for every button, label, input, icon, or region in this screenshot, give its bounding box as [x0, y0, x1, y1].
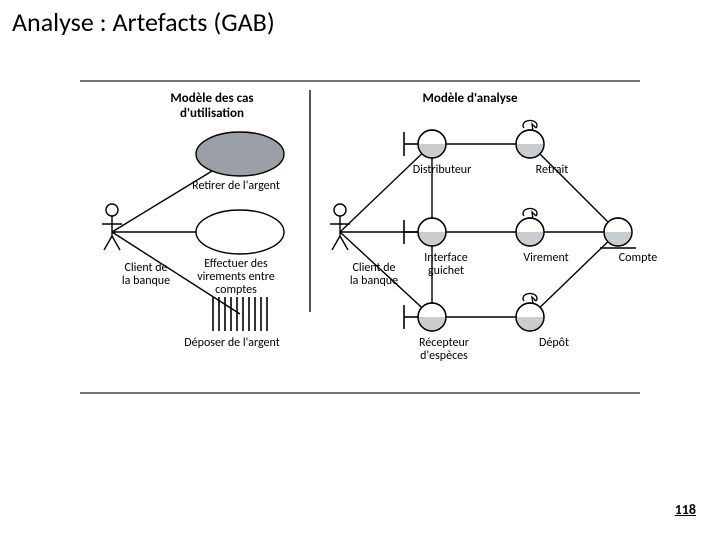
actor-icon [330, 204, 350, 250]
node-label: Dépôt [494, 337, 614, 350]
page-title: Analyse : Artefacts (GAB) [12, 6, 275, 38]
diagram-container: Modèle des casd'utilisation Modèle d'anal… [80, 80, 640, 394]
node-label: Récepteurd'espèces [384, 337, 504, 363]
node-label: Déposer de l'argent [172, 337, 292, 350]
node-label: Effectuer desvirements entrecomptes [176, 258, 296, 298]
node-label: Retrait [492, 164, 612, 177]
left-column-title: Modèle des casd'utilisation [152, 92, 272, 122]
node-label: Retirer de l'argent [176, 180, 296, 193]
node-label: Compte [578, 252, 698, 265]
page-number: 118 [675, 501, 696, 518]
node-label: Distributeur [382, 164, 502, 177]
right-column-title: Modèle d'analyse [390, 92, 550, 107]
